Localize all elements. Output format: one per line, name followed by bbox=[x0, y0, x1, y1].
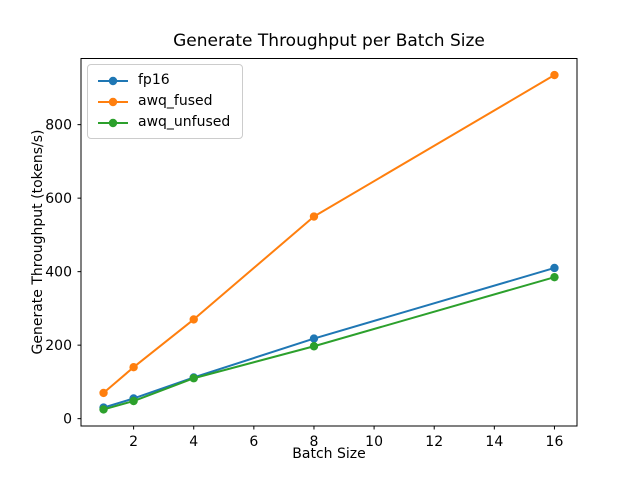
legend-entry-awq_fused: awq_fused bbox=[97, 93, 230, 110]
legend-label: awq_fused bbox=[138, 93, 213, 109]
y-tick-label: 800 bbox=[45, 118, 72, 134]
legend-line-sample-icon bbox=[98, 97, 128, 106]
series-marker-fp16 bbox=[309, 334, 319, 343]
legend-entry-fp16: fp16 bbox=[97, 72, 230, 89]
x-tick-label: 4 bbox=[189, 434, 198, 450]
series-marker-awq_fused bbox=[99, 388, 108, 398]
series-marker-awq_unfused bbox=[189, 374, 198, 383]
legend-line-sample-icon bbox=[98, 118, 128, 127]
x-tick-label: 14 bbox=[485, 434, 503, 450]
x-tick-label: 16 bbox=[546, 434, 564, 450]
series-marker-awq_fused bbox=[189, 315, 198, 324]
legend-label: fp16 bbox=[138, 72, 170, 88]
x-tick-label: 10 bbox=[365, 434, 383, 450]
series-marker-awq_unfused bbox=[129, 396, 138, 406]
axes-frame bbox=[80, 58, 578, 427]
series-marker-awq_unfused bbox=[550, 272, 559, 282]
legend: fp16 awq_fused awq_unfused bbox=[87, 64, 244, 139]
legend-label: awq_unfused bbox=[138, 114, 231, 130]
chart-title: Generate Throughput per Batch Size bbox=[173, 31, 485, 51]
x-tick-label: 12 bbox=[425, 434, 443, 450]
series-marker-awq_unfused bbox=[99, 405, 108, 414]
series-marker-awq_fused bbox=[550, 70, 559, 80]
series-line-awq_unfused bbox=[103, 276, 555, 411]
y-tick-label: 0 bbox=[63, 412, 72, 428]
series-marker-awq_fused bbox=[129, 363, 138, 372]
y-tick-label: 600 bbox=[45, 191, 72, 207]
legend-line-sample-icon bbox=[98, 76, 128, 85]
series-marker-fp16 bbox=[550, 263, 559, 273]
series-marker-awq_unfused bbox=[309, 342, 319, 351]
y-tick-label: 400 bbox=[45, 265, 72, 281]
y-tick-label: 200 bbox=[45, 338, 72, 354]
legend-entry-awq_unfused: awq_unfused bbox=[97, 114, 230, 131]
series-marker-awq_fused bbox=[309, 212, 319, 221]
x-tick-label: 8 bbox=[310, 434, 319, 450]
x-axis-label: Batch Size bbox=[292, 446, 366, 462]
x-tick-label: 2 bbox=[129, 434, 138, 450]
x-tick-label: 6 bbox=[249, 434, 258, 450]
